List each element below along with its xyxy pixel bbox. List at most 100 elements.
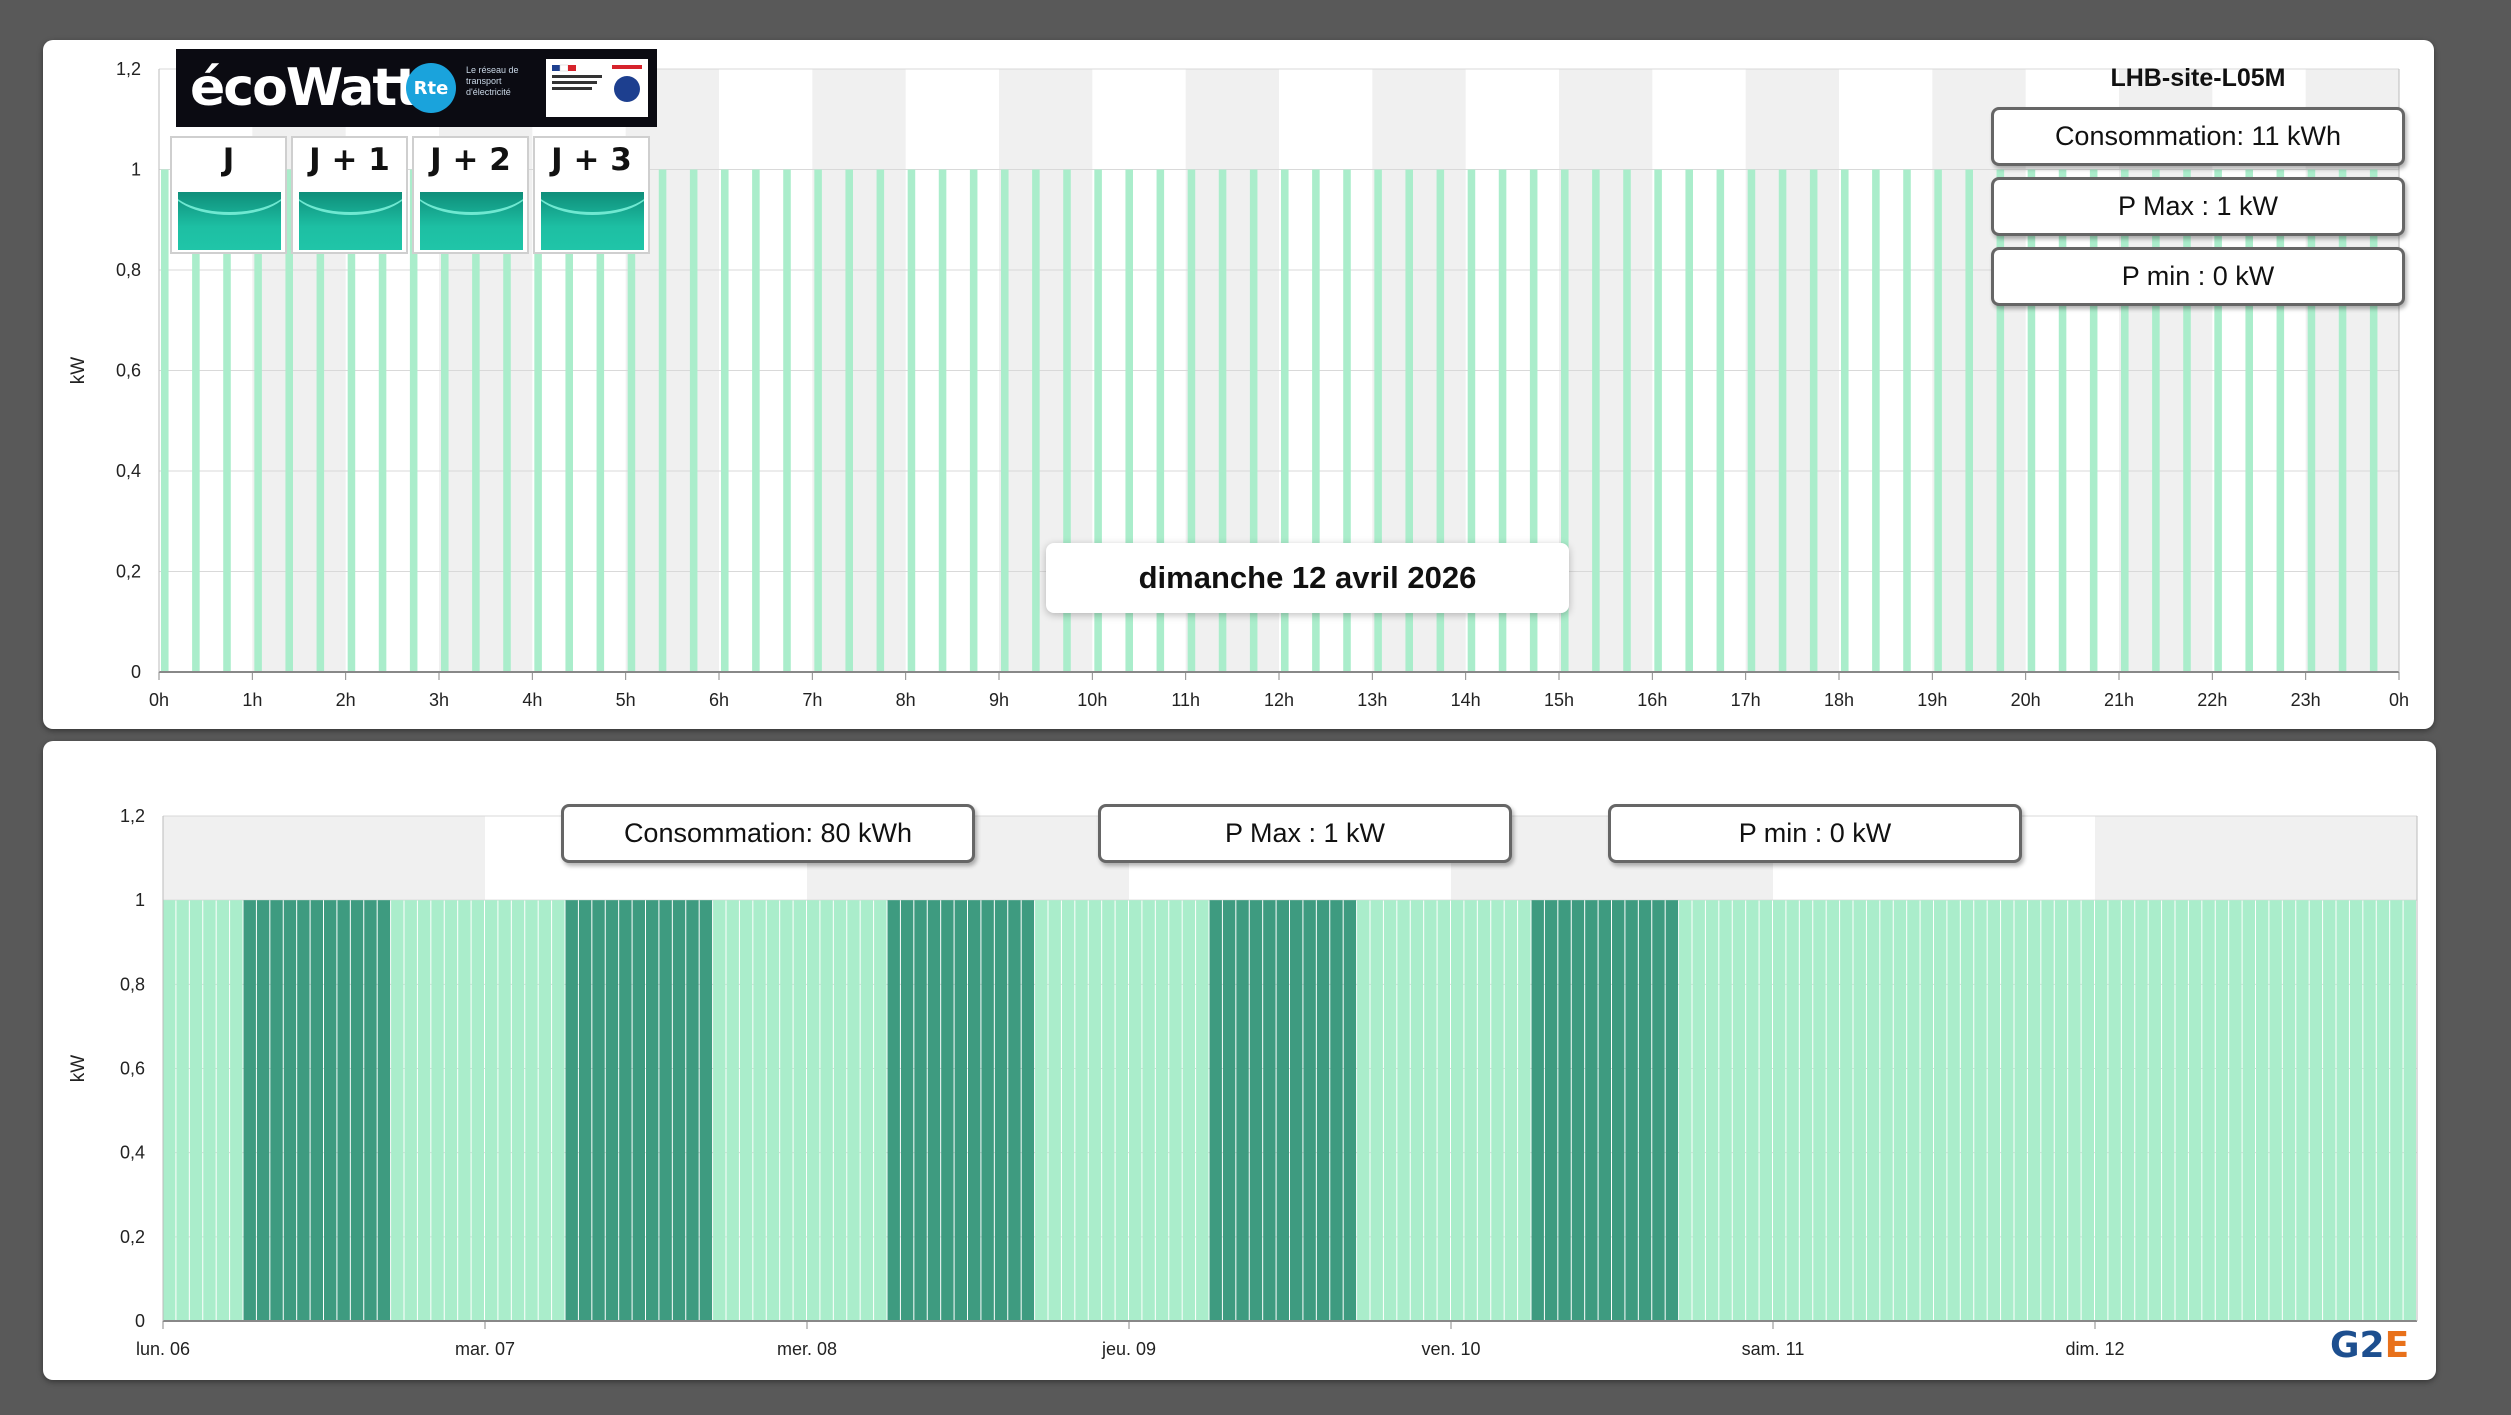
y-axis-label: kW bbox=[68, 357, 89, 385]
bar bbox=[2369, 169, 2378, 672]
bar bbox=[2108, 900, 2121, 1321]
bar bbox=[847, 900, 860, 1321]
bar bbox=[409, 169, 418, 672]
bar bbox=[1685, 169, 1693, 672]
bar bbox=[1125, 169, 1133, 672]
bar bbox=[337, 900, 350, 1321]
x-tick-label: sam. 11 bbox=[1742, 1339, 1805, 1359]
bar bbox=[1907, 900, 1920, 1321]
bar bbox=[1115, 900, 1128, 1321]
bar bbox=[1061, 900, 1075, 1321]
bar bbox=[1746, 900, 1759, 1321]
bar bbox=[2148, 900, 2162, 1321]
bar bbox=[814, 169, 822, 672]
g2-france-logo: G2E bbox=[2330, 1325, 2410, 1366]
bar bbox=[2152, 169, 2160, 672]
bar bbox=[914, 900, 927, 1321]
bar bbox=[632, 900, 645, 1321]
bar bbox=[1872, 169, 1880, 672]
x-tick-label: mar. 07 bbox=[455, 1339, 515, 1359]
bar bbox=[565, 169, 573, 672]
bar bbox=[1156, 169, 1165, 672]
bar bbox=[2188, 900, 2202, 1321]
bar bbox=[377, 900, 391, 1321]
y-tick-label: 0,4 bbox=[116, 461, 141, 481]
bar bbox=[927, 900, 941, 1321]
bar bbox=[431, 900, 444, 1321]
x-tick-label: 18h bbox=[1824, 690, 1854, 710]
x-tick-label: 3h bbox=[429, 690, 449, 710]
bar bbox=[2229, 900, 2242, 1321]
bar bbox=[1773, 900, 1786, 1321]
y-tick-label: 1 bbox=[135, 890, 145, 910]
bar bbox=[1544, 900, 1558, 1321]
bar bbox=[2403, 900, 2416, 1321]
bar bbox=[780, 900, 793, 1321]
bar bbox=[1625, 900, 1638, 1321]
day-band bbox=[163, 816, 485, 901]
bar bbox=[1424, 900, 1437, 1321]
bar bbox=[1467, 169, 1476, 672]
ecowatt-banner[interactable]: écoWatt Rte Le réseau de transport d'éle… bbox=[176, 49, 657, 127]
bar bbox=[1585, 900, 1598, 1321]
y-tick-label: 1,2 bbox=[120, 806, 145, 826]
bar bbox=[578, 900, 592, 1321]
y-tick-label: 0,8 bbox=[116, 260, 141, 280]
bar bbox=[1504, 900, 1518, 1321]
y-axis-label: kW bbox=[68, 1055, 89, 1083]
bar bbox=[565, 900, 578, 1321]
bar bbox=[686, 900, 699, 1321]
bar bbox=[1558, 900, 1571, 1321]
bar bbox=[1021, 900, 1035, 1321]
bar bbox=[270, 900, 283, 1321]
bar bbox=[1853, 900, 1866, 1321]
bar bbox=[256, 900, 270, 1321]
x-tick-label: 14h bbox=[1451, 690, 1481, 710]
bar bbox=[1437, 900, 1450, 1321]
bar bbox=[820, 900, 833, 1321]
bar bbox=[833, 900, 847, 1321]
weekly-consumption-box: Consommation: 80 kWh bbox=[561, 804, 975, 863]
bar bbox=[2390, 900, 2403, 1321]
bar bbox=[176, 900, 189, 1321]
bar bbox=[1996, 169, 2005, 672]
bar-series bbox=[161, 169, 2378, 672]
forecast-day-j2[interactable]: J + 2 bbox=[412, 136, 529, 254]
bar bbox=[2256, 900, 2269, 1321]
bar bbox=[659, 900, 672, 1321]
forecast-day-j3[interactable]: J + 3 bbox=[533, 136, 650, 254]
x-tick-label: 17h bbox=[1731, 690, 1761, 710]
bar bbox=[1529, 169, 1538, 672]
rte-logo: Rte bbox=[406, 63, 456, 113]
bar bbox=[627, 169, 636, 672]
bar bbox=[1652, 900, 1665, 1321]
bar bbox=[1263, 900, 1276, 1321]
bar bbox=[619, 900, 632, 1321]
bar bbox=[2175, 900, 2188, 1321]
x-tick-label: mer. 08 bbox=[777, 1339, 837, 1359]
bar bbox=[1001, 169, 1009, 672]
bar bbox=[874, 900, 887, 1321]
bar bbox=[783, 169, 791, 672]
date-label[interactable]: dimanche 12 avril 2026 bbox=[1046, 543, 1569, 613]
bar bbox=[793, 900, 806, 1321]
bar bbox=[1498, 169, 1507, 672]
bar bbox=[1169, 900, 1182, 1321]
bar bbox=[1719, 900, 1732, 1321]
bar bbox=[2214, 169, 2222, 672]
x-tick-label: 2h bbox=[336, 690, 356, 710]
bar bbox=[163, 900, 176, 1321]
forecast-day-j[interactable]: J bbox=[170, 136, 287, 254]
forecast-day-j1[interactable]: J + 1 bbox=[291, 136, 408, 254]
bar bbox=[1088, 900, 1102, 1321]
bar bbox=[417, 900, 431, 1321]
bar bbox=[2202, 900, 2215, 1321]
bar bbox=[876, 169, 885, 672]
x-tick-label: 12h bbox=[1264, 690, 1294, 710]
y-tick-label: 0,2 bbox=[120, 1227, 145, 1247]
bar bbox=[766, 900, 780, 1321]
signal-green-icon bbox=[420, 192, 523, 250]
y-tick-label: 0,8 bbox=[120, 974, 145, 994]
bar bbox=[350, 900, 364, 1321]
bar bbox=[472, 169, 480, 672]
